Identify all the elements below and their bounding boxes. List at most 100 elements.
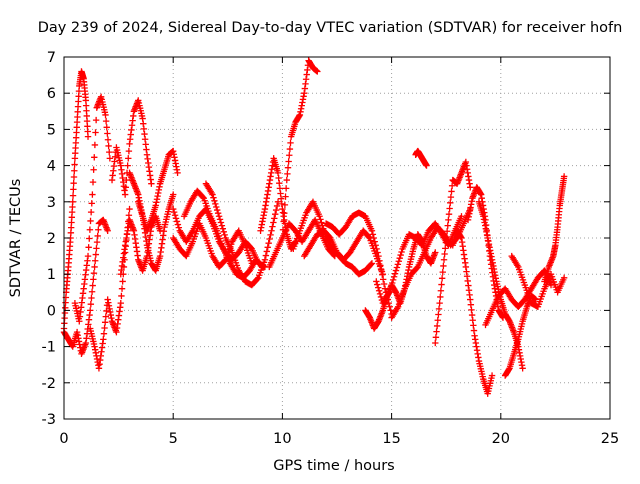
data-point [87, 217, 94, 225]
data-point [210, 194, 217, 201]
data-point [448, 188, 455, 195]
data-point [89, 178, 97, 186]
data-point [317, 216, 324, 223]
data-point [125, 155, 132, 162]
series-trace-15 [279, 57, 321, 242]
series-trace-12 [202, 180, 282, 289]
data-point [370, 234, 378, 242]
data-point [71, 167, 78, 174]
data-point [374, 281, 381, 288]
data-point [444, 222, 451, 229]
data-point [286, 145, 294, 153]
data-point [440, 262, 447, 270]
data-point [397, 251, 404, 259]
data-point [372, 242, 379, 249]
series-trace-13 [257, 155, 299, 253]
data-point [319, 222, 326, 229]
data-point [90, 269, 98, 277]
data-point [88, 200, 95, 207]
data-point [90, 166, 97, 173]
data-point [375, 287, 383, 294]
data-point [105, 142, 112, 150]
data-point [314, 68, 321, 75]
data-point [438, 275, 446, 282]
series-trace-3 [71, 93, 114, 325]
data-point [391, 270, 399, 277]
data-point [274, 198, 282, 205]
data-point [268, 227, 275, 234]
data-point [282, 185, 290, 192]
data-point [264, 244, 271, 251]
data-point [433, 328, 440, 335]
data-point [71, 161, 78, 168]
data-point [219, 225, 227, 232]
data-point [92, 129, 99, 136]
data-point [104, 227, 111, 234]
data-point [119, 278, 126, 285]
data-point [390, 273, 398, 280]
axis-ticks [63, 56, 611, 420]
data-point [439, 268, 446, 276]
y-tick-label: 4 [47, 159, 56, 175]
data-point [93, 238, 101, 246]
data-point [261, 256, 269, 263]
data-point [89, 282, 96, 289]
x-tick-label: 10 [273, 431, 291, 447]
data-point [213, 203, 220, 211]
data-point [393, 264, 401, 271]
data-point [519, 365, 526, 372]
series-trace-4 [87, 205, 133, 372]
data-point [265, 239, 272, 247]
data-point [213, 206, 221, 214]
data-point [104, 136, 112, 143]
data-point [392, 267, 400, 274]
data-point [284, 164, 292, 171]
data-point [175, 224, 183, 231]
data-point [443, 228, 451, 235]
data-point [443, 233, 450, 241]
data-point [373, 245, 380, 253]
data-point [442, 245, 449, 252]
data-point [92, 116, 100, 124]
data-point [91, 154, 98, 161]
x-tick-label: 25 [601, 431, 619, 447]
data-point [70, 179, 77, 187]
data-point [101, 324, 108, 332]
data-point [106, 148, 113, 156]
data-point [281, 201, 289, 209]
data-point [85, 244, 92, 251]
data-point [432, 249, 439, 256]
data-points [60, 57, 568, 397]
x-tick-label: 15 [382, 431, 400, 447]
data-point [216, 216, 224, 223]
data-point [438, 281, 445, 288]
data-point [118, 285, 126, 292]
series-trace-30 [541, 173, 568, 285]
data-point [458, 213, 465, 220]
data-point [387, 307, 394, 314]
series-trace-17 [301, 227, 387, 278]
data-point [126, 205, 133, 213]
y-tick-label: -3 [42, 412, 56, 428]
data-point [318, 219, 325, 226]
tick-labels: 0 5 10 15 20 25 -3 -2 -1 0 1 2 3 4 5 6 7 [42, 50, 620, 447]
data-point [269, 223, 276, 230]
data-point [369, 231, 377, 238]
data-point [215, 213, 223, 220]
data-point [560, 274, 568, 282]
data-point [488, 372, 496, 379]
data-point [91, 263, 98, 271]
data-point [386, 289, 393, 296]
data-point [124, 162, 131, 169]
data-point [442, 239, 450, 246]
y-axis-label: SDTVAR / TECUs [8, 179, 24, 298]
data-point [272, 206, 280, 214]
data-point [371, 238, 378, 245]
data-point [103, 124, 110, 131]
data-point [148, 180, 155, 187]
data-point [95, 226, 102, 233]
data-point [284, 170, 291, 178]
grid-lines [64, 57, 610, 419]
data-point [69, 192, 77, 199]
